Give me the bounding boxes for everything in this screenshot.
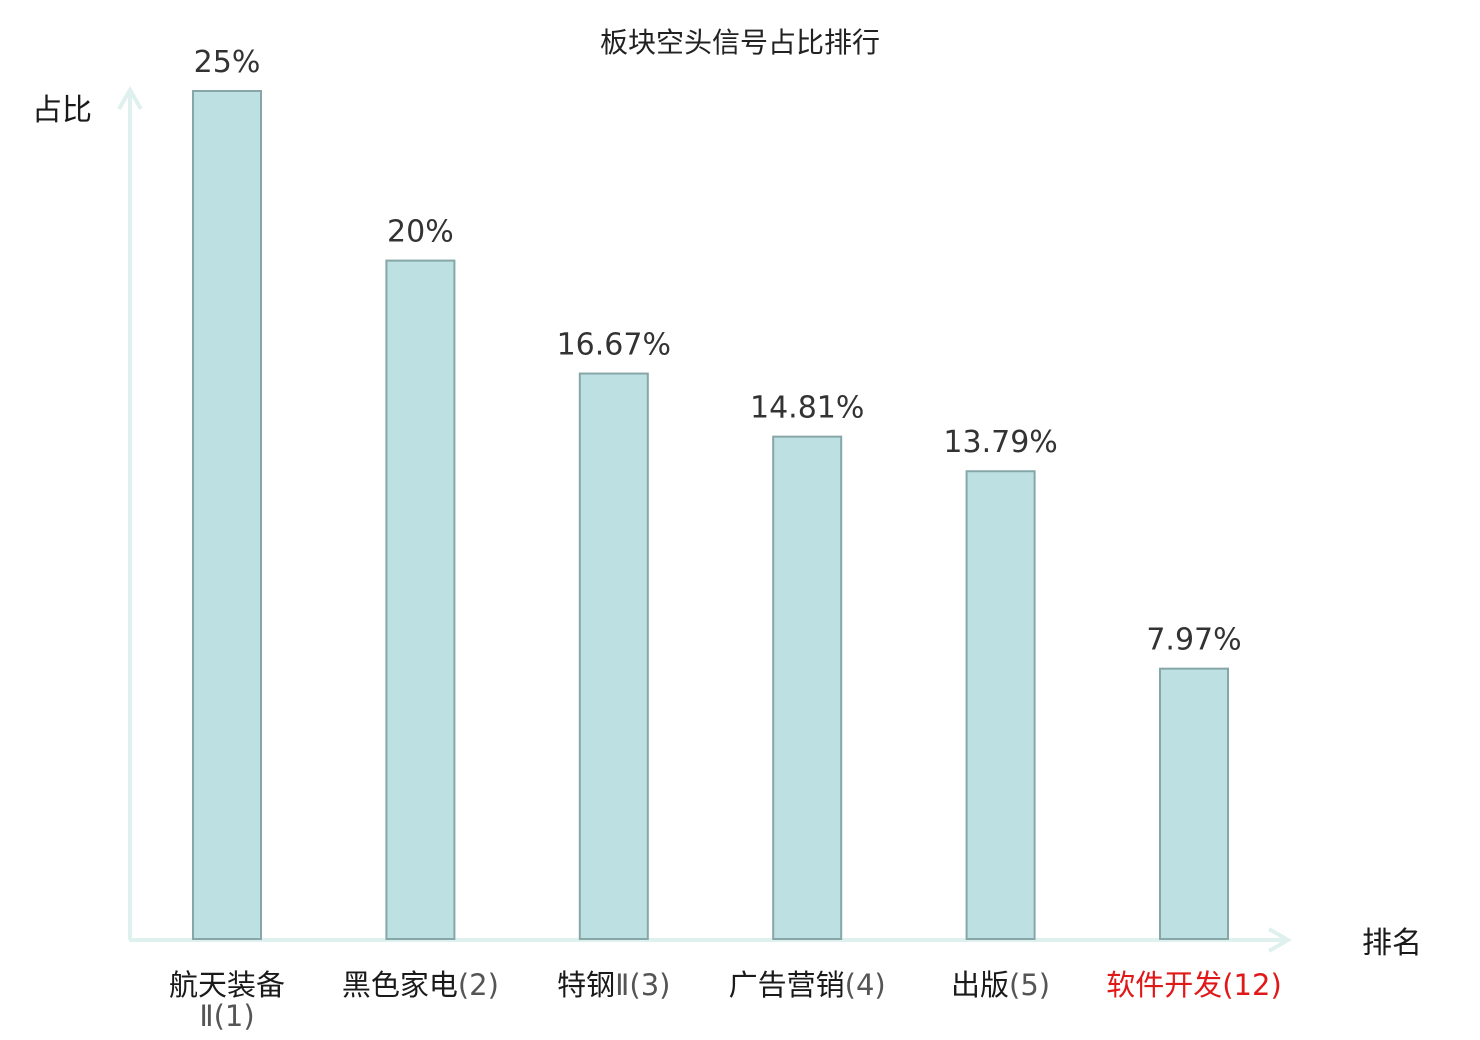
category-rank: Ⅱ(1) <box>199 999 254 1033</box>
bar <box>1159 667 1229 940</box>
data-label: 25% <box>194 45 261 80</box>
data-label: 14.81% <box>750 391 864 426</box>
category-label: 黑色家电(2) <box>342 968 499 1002</box>
bar <box>578 372 649 940</box>
y-axis-arrow <box>117 86 143 111</box>
category-label: 出版(5) <box>951 968 1050 1002</box>
category-label: 航天装备 <box>169 968 285 1002</box>
bars <box>192 90 1229 941</box>
data-label: 7.97% <box>1146 623 1241 658</box>
data-label: 13.79% <box>943 425 1057 460</box>
bar <box>192 90 262 940</box>
category-label: 广告营销(4) <box>729 968 886 1002</box>
chart-title: 板块空头信号占比排行 <box>600 26 880 59</box>
category-label: 特钢Ⅱ(3) <box>557 968 670 1002</box>
bar <box>385 259 456 941</box>
category-label: 软件开发(12) <box>1106 968 1282 1002</box>
value-labels: 25% 20% 16.67% 14.81% 13.79% 7.97% <box>194 45 1242 658</box>
x-axis-arrow <box>1267 927 1292 953</box>
data-label: 20% <box>387 215 454 250</box>
bar <box>772 435 843 940</box>
bar <box>965 470 1036 940</box>
data-label: 16.67% <box>557 328 671 363</box>
y-axis-label: 占比 <box>32 93 92 128</box>
axes <box>117 86 1292 953</box>
x-axis-label: 排名 <box>1362 926 1422 961</box>
